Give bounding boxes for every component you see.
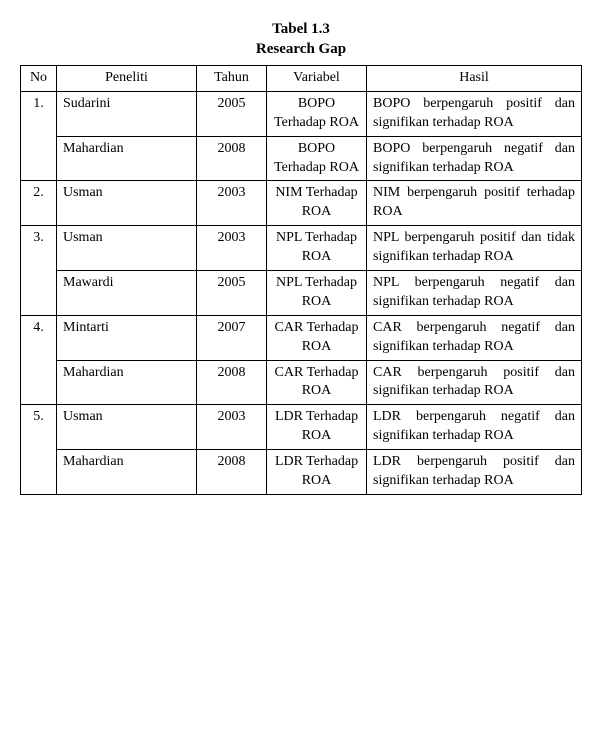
col-header-no: No [21,66,57,92]
cell-hasil: BOPO berpengaruh negatif dan signifikan … [367,136,582,181]
cell-hasil: NPL berpengaruh negatif dan signifikan t… [367,271,582,316]
cell-no: 2. [21,181,57,226]
cell-variabel: LDR Terhadap ROA [267,405,367,450]
cell-peneliti: Mahardian [57,136,197,181]
col-header-variabel: Variabel [267,66,367,92]
cell-tahun: 2008 [197,360,267,405]
cell-tahun: 2005 [197,271,267,316]
table-row: Mahardian 2008 LDR Terhadap ROA LDR berp… [21,450,582,495]
table-row: 3. Usman 2003 NPL Terhadap ROA NPL berpe… [21,226,582,271]
col-header-tahun: Tahun [197,66,267,92]
cell-peneliti: Usman [57,181,197,226]
cell-tahun: 2008 [197,136,267,181]
cell-tahun: 2003 [197,405,267,450]
table-row: Mahardian 2008 CAR Terhadap ROA CAR berp… [21,360,582,405]
table-header-row: No Peneliti Tahun Variabel Hasil [21,66,582,92]
cell-hasil: CAR berpengaruh negatif dan signifikan t… [367,315,582,360]
cell-peneliti: Mahardian [57,450,197,495]
cell-hasil: LDR berpengaruh negatif dan signifikan t… [367,405,582,450]
cell-no: 3. [21,226,57,316]
cell-variabel: LDR Terhadap ROA [267,450,367,495]
cell-variabel: BOPO Terhadap ROA [267,91,367,136]
cell-peneliti: Mawardi [57,271,197,316]
col-header-peneliti: Peneliti [57,66,197,92]
cell-hasil: LDR berpengaruh positif dan signifikan t… [367,450,582,495]
cell-variabel: CAR Terhadap ROA [267,360,367,405]
col-header-hasil: Hasil [367,66,582,92]
cell-tahun: 2007 [197,315,267,360]
cell-variabel: BOPO Terhadap ROA [267,136,367,181]
cell-hasil: BOPO berpengaruh positif dan signifikan … [367,91,582,136]
table-row: 2. Usman 2003 NIM Terhadap ROA NIM berpe… [21,181,582,226]
cell-tahun: 2003 [197,226,267,271]
cell-tahun: 2005 [197,91,267,136]
table-body: 1. Sudarini 2005 BOPO Terhadap ROA BOPO … [21,91,582,494]
cell-peneliti: Usman [57,226,197,271]
cell-variabel: NPL Terhadap ROA [267,271,367,316]
cell-tahun: 2008 [197,450,267,495]
cell-no: 4. [21,315,57,405]
table-row: Mawardi 2005 NPL Terhadap ROA NPL berpen… [21,271,582,316]
table-row: 1. Sudarini 2005 BOPO Terhadap ROA BOPO … [21,91,582,136]
table-row: 5. Usman 2003 LDR Terhadap ROA LDR berpe… [21,405,582,450]
table-row: Mahardian 2008 BOPO Terhadap ROA BOPO be… [21,136,582,181]
cell-peneliti: Sudarini [57,91,197,136]
cell-variabel: NIM Terhadap ROA [267,181,367,226]
research-gap-table: No Peneliti Tahun Variabel Hasil 1. Suda… [20,65,582,495]
cell-variabel: NPL Terhadap ROA [267,226,367,271]
cell-peneliti: Usman [57,405,197,450]
caption-line-1: Tabel 1.3 [20,20,582,40]
cell-no: 1. [21,91,57,181]
cell-hasil: NIM berpengaruh positif terhadap ROA [367,181,582,226]
cell-hasil: NPL berpengaruh positif dan tidak signif… [367,226,582,271]
cell-tahun: 2003 [197,181,267,226]
table-row: 4. Mintarti 2007 CAR Terhadap ROA CAR be… [21,315,582,360]
cell-hasil: CAR berpengaruh positif dan signifikan t… [367,360,582,405]
table-caption: Tabel 1.3 Research Gap [20,20,582,59]
caption-line-2: Research Gap [20,40,582,60]
cell-no: 5. [21,405,57,495]
cell-peneliti: Mahardian [57,360,197,405]
cell-peneliti: Mintarti [57,315,197,360]
cell-variabel: CAR Terhadap ROA [267,315,367,360]
